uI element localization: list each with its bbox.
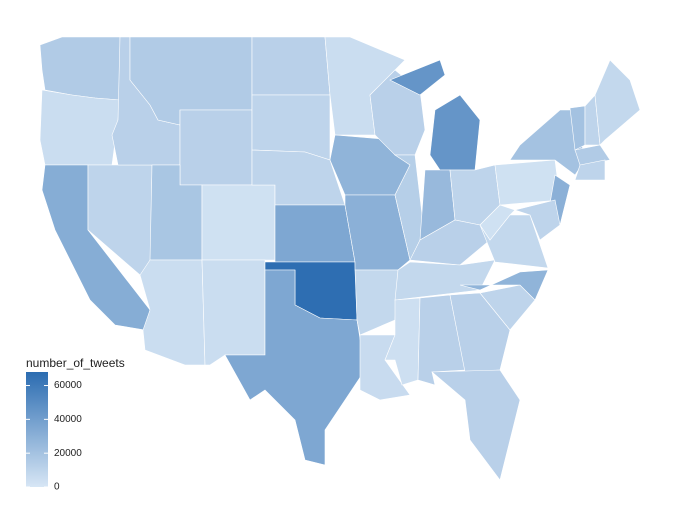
state — [494, 159, 561, 206]
state — [39, 36, 121, 101]
state — [574, 159, 606, 181]
state — [354, 269, 399, 336]
colorbar-tick-label: 60000 — [54, 380, 82, 391]
state — [459, 269, 549, 301]
state — [513, 199, 561, 241]
state — [594, 59, 641, 146]
state — [369, 69, 426, 156]
state — [574, 144, 611, 166]
state — [274, 204, 356, 263]
state — [179, 109, 253, 186]
colorbar-tick-label: 40000 — [54, 414, 82, 425]
legend-title: number_of_tweets — [26, 356, 125, 370]
colorbar-tick-label: 20000 — [54, 448, 82, 459]
state — [251, 36, 331, 96]
state — [201, 184, 276, 261]
colorbar — [26, 372, 48, 487]
state — [39, 89, 121, 166]
state — [449, 292, 511, 373]
state — [201, 259, 266, 366]
state — [431, 369, 521, 481]
state — [224, 269, 366, 466]
state — [139, 259, 206, 366]
colorbar-tick-label: 0 — [54, 482, 60, 493]
